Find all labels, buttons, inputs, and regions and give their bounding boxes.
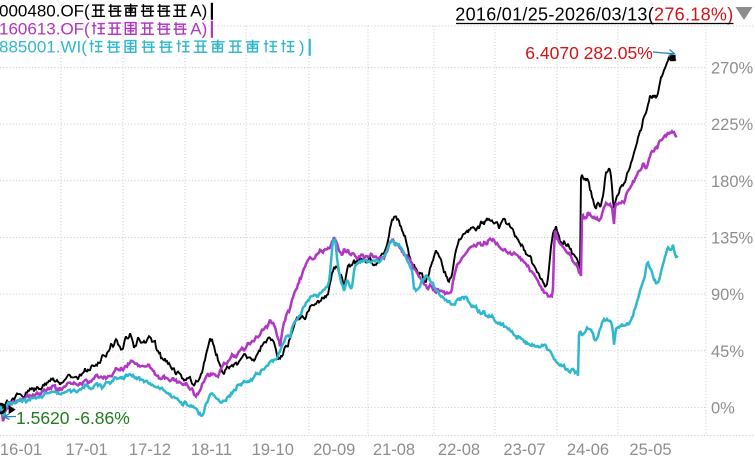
svg-text:270%: 270% (711, 59, 754, 77)
svg-text:): ) (299, 38, 305, 57)
svg-text:1.5620 -6.86%: 1.5620 -6.86% (16, 408, 130, 428)
svg-text:885001.WI(: 885001.WI( (0, 38, 87, 57)
svg-text:0%: 0% (711, 400, 735, 418)
svg-text:90%: 90% (711, 286, 744, 304)
svg-text:19-10: 19-10 (252, 441, 294, 459)
svg-text:A): A) (190, 2, 207, 21)
svg-text:25-05: 25-05 (629, 441, 671, 459)
svg-text:18-11: 18-11 (191, 441, 232, 459)
svg-text:160613.OF(: 160613.OF( (0, 20, 90, 39)
svg-text:20-09: 20-09 (313, 441, 355, 459)
svg-text:45%: 45% (711, 343, 744, 361)
svg-text:17-12: 17-12 (129, 441, 171, 459)
svg-text:6.4070 282.05%: 6.4070 282.05% (525, 43, 652, 63)
svg-text:180%: 180% (711, 173, 754, 191)
svg-text:24-06: 24-06 (567, 441, 609, 459)
svg-text:000480.OF(: 000480.OF( (0, 2, 90, 21)
svg-text:2016/01/25-2026/03/13(276.18%): 2016/01/25-2026/03/13(276.18%) (455, 5, 733, 25)
svg-text:16-01: 16-01 (0, 441, 42, 459)
svg-text:22-08: 22-08 (438, 441, 480, 459)
svg-text:21-08: 21-08 (373, 441, 415, 459)
svg-text:17-01: 17-01 (65, 441, 107, 459)
svg-text:225%: 225% (711, 116, 754, 134)
svg-text:A): A) (190, 20, 207, 39)
svg-text:135%: 135% (711, 229, 754, 247)
svg-text:23-07: 23-07 (503, 441, 545, 459)
